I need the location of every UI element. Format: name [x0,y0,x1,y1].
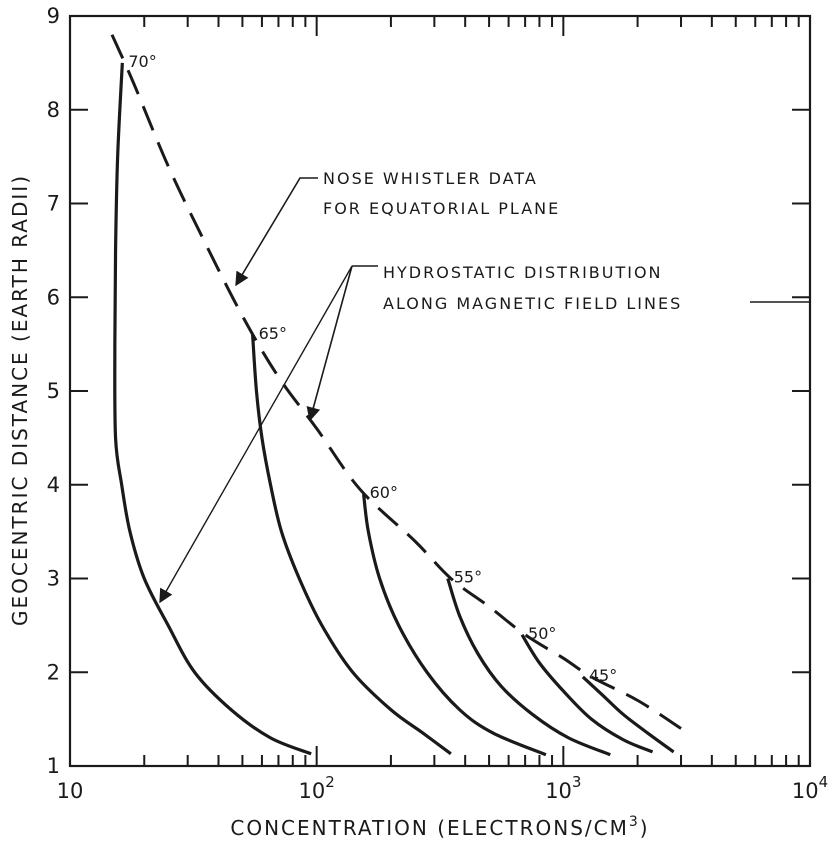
y-tick-label-4: 4 [47,473,60,497]
x-tick-label-base: 10 [299,779,326,803]
plot-frame [68,14,812,768]
x-axis-title-close: ) [640,816,650,840]
x-tick-label-10000: 104 [792,773,828,803]
x-axis-title-superscript: 3 [629,814,640,830]
annotation-hydrostatic-line1: HYDROSTATIC DISTRIBUTION [383,263,663,282]
curve-label-65deg: 65° [259,324,287,343]
annotation-nose-whistler: NOSE WHISTLER DATA FOR EQUATORIAL PLANE [235,169,560,287]
y-tick-label-6: 6 [47,285,60,309]
x-tick-label-base: 10 [545,779,572,803]
curve-label-60deg: 60° [370,483,398,502]
y-tick-label-5: 5 [47,379,60,403]
series-dashed-line [110,34,682,730]
x-tick-label-base: 10 [57,779,84,803]
y-tick-label-7: 7 [47,192,60,216]
x-tick-label-1000: 103 [545,773,581,803]
annotation-nose-whistler-line2: FOR EQUATORIAL PLANE [323,199,560,218]
series-group [110,34,682,757]
x-axis-title: CONCENTRATION (ELECTRONS/CM3) [230,814,649,840]
x-tick-label-base: 10 [792,779,819,803]
x-tick-label-exponent: 3 [572,773,582,791]
annotation-nose-whistler-arrow [235,177,318,287]
y-tick-label-3: 3 [47,567,60,591]
annotation-hydrostatic-arrow-1 [159,265,353,604]
y-tick-label-2: 2 [47,660,60,684]
series-60deg-line [362,493,547,757]
series-50deg-line [520,633,654,754]
curve-label-70deg: 70° [128,52,156,71]
y-tick-label-9: 9 [47,4,60,28]
series-65deg-line [251,334,452,756]
x-tick-label-exponent: 2 [325,773,335,791]
annotation-hydrostatic-arrow-2 [306,265,353,422]
curve-label-45deg: 45° [589,666,617,685]
x-axis-title-text: CONCENTRATION (ELECTRONS/CM [230,816,629,840]
annotation-hydrostatic-line2: ALONG MAGNETIC FIELD LINES [383,294,682,313]
curve-labels: 70° 65° 60° 55° 50° 45° [128,52,617,685]
series-55deg-line [446,578,611,757]
y-tick-label-1: 1 [47,754,60,778]
y-axis-title: GEOCENTRIC DISTANCE (EARTH RADII) [8,174,32,626]
curve-label-50deg: 50° [528,624,556,643]
curve-label-55deg: 55° [454,568,482,587]
series-70deg-line [113,62,312,756]
annotation-nose-whistler-line1: NOSE WHISTLER DATA [323,169,538,188]
y-tick-label-8: 8 [47,98,60,122]
x-tick-label-100: 102 [299,773,335,803]
x-tick-label-exponent: 4 [819,773,829,791]
annotation-hydrostatic: HYDROSTATIC DISTRIBUTION ALONG MAGNETIC … [159,263,810,604]
series-45deg-line [581,675,675,754]
x-tick-label-10: 10 [57,779,84,803]
